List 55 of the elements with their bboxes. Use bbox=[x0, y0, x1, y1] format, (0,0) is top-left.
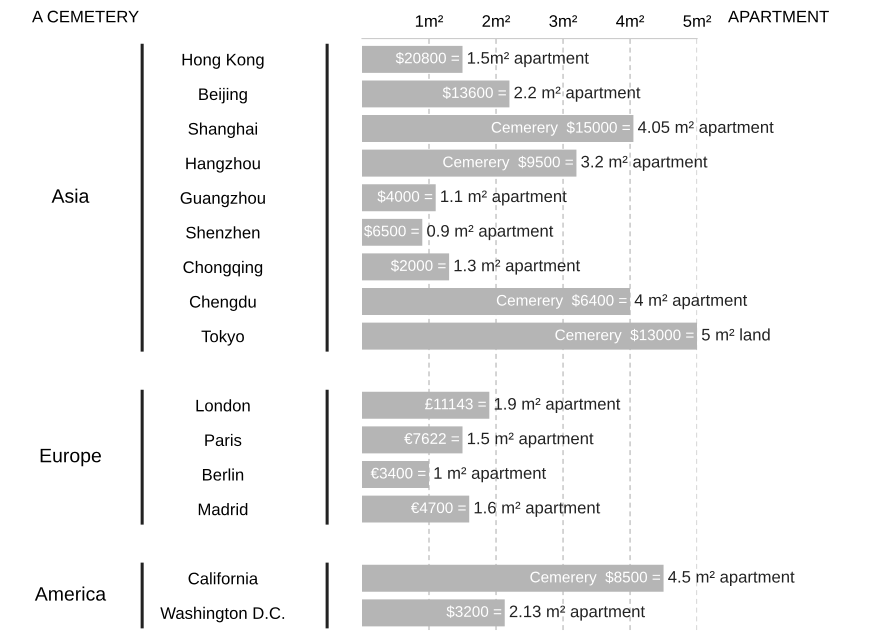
data-label: 4 m² apartment bbox=[634, 294, 748, 310]
annotation: Cemerery $9500 = bbox=[443, 156, 573, 170]
x-tick-label: 5m² bbox=[683, 15, 712, 27]
data-label: 2.13 m² apartment bbox=[510, 606, 645, 621]
y-tick-label: Tokyo bbox=[202, 330, 244, 346]
y-tick-label: Hong Kong bbox=[182, 54, 264, 69]
y-tick-label: London bbox=[196, 399, 250, 412]
y-tick-label: California bbox=[188, 572, 258, 584]
annotation: $6500 = bbox=[364, 224, 419, 238]
data-label: 1.3 m² apartment bbox=[454, 260, 580, 275]
text: A CEMETERY bbox=[32, 10, 139, 22]
text: Asia bbox=[52, 188, 90, 203]
y-tick-label: Hangzhou bbox=[186, 157, 260, 173]
y-tick-label: Guangzhou bbox=[180, 192, 265, 208]
annotation: €7622 = bbox=[404, 433, 459, 444]
data-label: 1 m² apartment bbox=[434, 467, 546, 482]
y-tick-label: Paris bbox=[205, 434, 242, 446]
data-label: 1.1 m² apartment bbox=[441, 190, 567, 206]
x-tick-label: 4m² bbox=[616, 15, 644, 27]
data-label: 1.9 m² apartment bbox=[494, 398, 620, 414]
data-label: 5 m² land bbox=[702, 328, 770, 341]
x-tick-label: 2m² bbox=[482, 15, 510, 27]
y-tick-label: Chongqing bbox=[183, 260, 262, 276]
data-label: 0.9 m² apartment bbox=[427, 224, 554, 240]
text: Europe bbox=[40, 448, 101, 466]
annotation: Cemerery $15000 = bbox=[492, 121, 630, 136]
data-label: 3.2 m² apartment bbox=[581, 156, 708, 171]
data-label: 4.5 m² apartment bbox=[668, 570, 795, 586]
y-tick-label: Chengdu bbox=[190, 295, 256, 311]
annotation: $2000 = bbox=[390, 260, 446, 272]
data-label: 1.6 m² apartment bbox=[474, 502, 600, 517]
annotation: £11143 = bbox=[425, 398, 486, 410]
data-label: 2.2 m² apartment bbox=[514, 86, 640, 102]
data-label: 1.5m² apartment bbox=[468, 52, 589, 68]
x-tick-label: 1m² bbox=[416, 15, 444, 27]
annotation: €4700 = bbox=[410, 502, 466, 514]
y-tick-label: Shanghai bbox=[188, 122, 258, 138]
annotation: $13600 = bbox=[442, 86, 506, 99]
y-tick-label: Beijing bbox=[199, 88, 247, 104]
text: America bbox=[34, 586, 106, 601]
annotation: Cemerery $8500 = bbox=[530, 571, 660, 586]
y-tick-label: Madrid bbox=[198, 503, 248, 516]
data-label: 1.5 m² apartment bbox=[468, 432, 594, 448]
y-tick-label: Washington D.C. bbox=[160, 606, 284, 622]
x-tick-label: 3m² bbox=[549, 15, 578, 27]
annotation: Cemerery $6400 = bbox=[496, 294, 627, 309]
annotation: $4000 = bbox=[377, 190, 432, 203]
annotation: Cemerery $13000 = bbox=[555, 328, 694, 344]
x-axis-title: APARTMENT bbox=[728, 10, 829, 22]
y-tick-label: Shenzhen bbox=[186, 226, 260, 239]
y-tick-label: Berlin bbox=[202, 468, 244, 481]
annotation: $20800 = bbox=[396, 52, 459, 64]
annotation: $3200 = bbox=[446, 605, 502, 618]
data-label: 4.05 m² apartment bbox=[638, 121, 774, 136]
annotation: €3400 = bbox=[370, 468, 426, 479]
